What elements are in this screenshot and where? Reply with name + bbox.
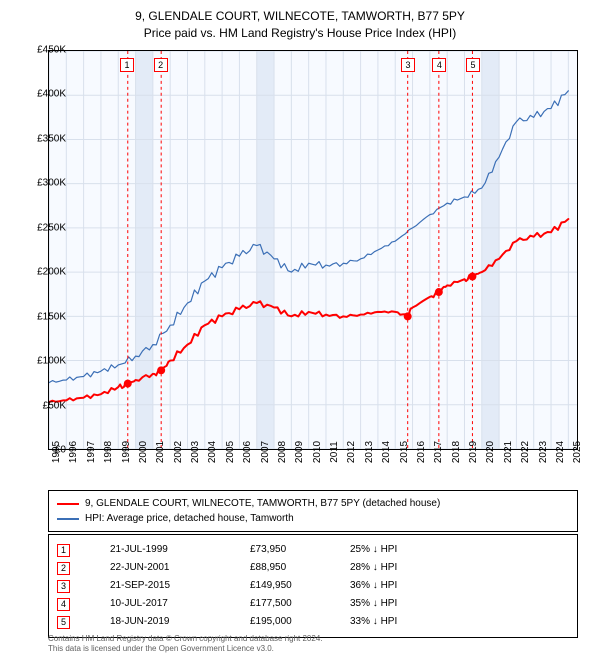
transaction-date: 22-JUN-2001 <box>110 559 250 577</box>
transaction-marker-cell: 5 <box>57 616 70 629</box>
transaction-price: £88,950 <box>250 559 350 577</box>
transaction-marker: 5 <box>466 58 480 72</box>
chart-title-line2: Price paid vs. HM Land Registry's House … <box>0 25 600 42</box>
x-tick-label: 2021 <box>503 441 514 463</box>
x-tick-label: 2020 <box>485 441 496 463</box>
transaction-marker-cell: 1 <box>57 544 70 557</box>
footer-note: Contains HM Land Registry data © Crown c… <box>48 634 323 653</box>
transaction-date: 21-SEP-2015 <box>110 577 250 595</box>
x-tick-label: 2009 <box>294 441 305 463</box>
transaction-marker: 3 <box>401 58 415 72</box>
transaction-date: 10-JUL-2017 <box>110 595 250 613</box>
legend-row-property: 9, GLENDALE COURT, WILNECOTE, TAMWORTH, … <box>57 496 569 511</box>
x-tick-label: 2012 <box>346 441 357 463</box>
y-tick-label: £300K <box>37 178 66 189</box>
transaction-row: 4 10-JUL-2017£177,50035% ↓ HPI <box>57 595 569 613</box>
transaction-diff: 36% ↓ HPI <box>350 577 397 595</box>
transaction-row: 1 21-JUL-1999£73,95025% ↓ HPI <box>57 541 569 559</box>
x-tick-label: 2007 <box>260 441 271 463</box>
transaction-price: £177,500 <box>250 595 350 613</box>
legend-swatch-hpi <box>57 518 79 520</box>
transaction-marker-cell: 4 <box>57 598 70 611</box>
x-tick-label: 2010 <box>312 441 323 463</box>
chart-title-block: 9, GLENDALE COURT, WILNECOTE, TAMWORTH, … <box>0 0 600 46</box>
transaction-row: 3 21-SEP-2015£149,95036% ↓ HPI <box>57 577 569 595</box>
x-tick-label: 1997 <box>86 441 97 463</box>
transaction-date: 18-JUN-2019 <box>110 613 250 631</box>
chart-title-line1: 9, GLENDALE COURT, WILNECOTE, TAMWORTH, … <box>0 8 600 25</box>
x-tick-label: 2013 <box>364 441 375 463</box>
footer-line2: This data is licensed under the Open Gov… <box>48 644 323 653</box>
transaction-diff: 25% ↓ HPI <box>350 541 397 559</box>
x-tick-label: 2011 <box>329 441 340 463</box>
x-tick-label: 1996 <box>68 441 79 463</box>
transactions-table: 1 21-JUL-1999£73,95025% ↓ HPI 2 22-JUN-2001… <box>48 534 578 638</box>
x-tick-label: 2025 <box>572 441 583 463</box>
y-tick-label: £450K <box>37 45 66 56</box>
y-tick-label: £100K <box>37 356 66 367</box>
x-tick-label: 2023 <box>538 441 549 463</box>
transaction-date: 21-JUL-1999 <box>110 541 250 559</box>
transaction-marker-cell: 3 <box>57 580 70 593</box>
transaction-diff: 33% ↓ HPI <box>350 613 397 631</box>
legend-swatch-property <box>57 503 79 505</box>
legend-label-hpi: HPI: Average price, detached house, Tamw… <box>85 511 294 526</box>
x-tick-label: 2022 <box>520 441 531 463</box>
x-tick-label: 2016 <box>416 441 427 463</box>
transaction-marker: 2 <box>154 58 168 72</box>
footer-line1: Contains HM Land Registry data © Crown c… <box>48 634 323 644</box>
x-tick-label: 2018 <box>451 441 462 463</box>
y-tick-label: £50K <box>43 400 66 411</box>
legend-box: 9, GLENDALE COURT, WILNECOTE, TAMWORTH, … <box>48 490 578 532</box>
y-tick-label: £150K <box>37 311 66 322</box>
x-tick-label: 2024 <box>555 441 566 463</box>
y-tick-label: £400K <box>37 89 66 100</box>
transaction-price: £195,000 <box>250 613 350 631</box>
transaction-row: 2 22-JUN-2001£88,95028% ↓ HPI <box>57 559 569 577</box>
y-tick-label: £350K <box>37 133 66 144</box>
x-tick-label: 2004 <box>207 441 218 463</box>
x-tick-label: 2014 <box>381 441 392 463</box>
legend-label-property: 9, GLENDALE COURT, WILNECOTE, TAMWORTH, … <box>85 496 440 511</box>
transaction-marker: 4 <box>432 58 446 72</box>
x-tick-label: 2005 <box>225 441 236 463</box>
x-tick-label: 2001 <box>155 441 166 463</box>
transaction-diff: 35% ↓ HPI <box>350 595 397 613</box>
y-tick-label: £200K <box>37 267 66 278</box>
x-tick-label: 1999 <box>121 441 132 463</box>
x-tick-label: 1998 <box>103 441 114 463</box>
transaction-diff: 28% ↓ HPI <box>350 559 397 577</box>
chart-svg <box>49 51 577 449</box>
x-tick-label: 2006 <box>242 441 253 463</box>
transaction-price: £149,950 <box>250 577 350 595</box>
legend-row-hpi: HPI: Average price, detached house, Tamw… <box>57 511 569 526</box>
transaction-marker-cell: 2 <box>57 562 70 575</box>
x-tick-label: 2019 <box>468 441 479 463</box>
x-tick-label: 2000 <box>138 441 149 463</box>
x-tick-label: 2017 <box>433 441 444 463</box>
transaction-price: £73,950 <box>250 541 350 559</box>
x-tick-label: 1995 <box>51 441 62 463</box>
x-tick-label: 2002 <box>173 441 184 463</box>
x-tick-label: 2008 <box>277 441 288 463</box>
transaction-row: 5 18-JUN-2019£195,00033% ↓ HPI <box>57 613 569 631</box>
transaction-marker: 1 <box>120 58 134 72</box>
x-tick-label: 2003 <box>190 441 201 463</box>
x-tick-label: 2015 <box>399 441 410 463</box>
chart-plot-area <box>48 50 578 450</box>
y-tick-label: £250K <box>37 222 66 233</box>
